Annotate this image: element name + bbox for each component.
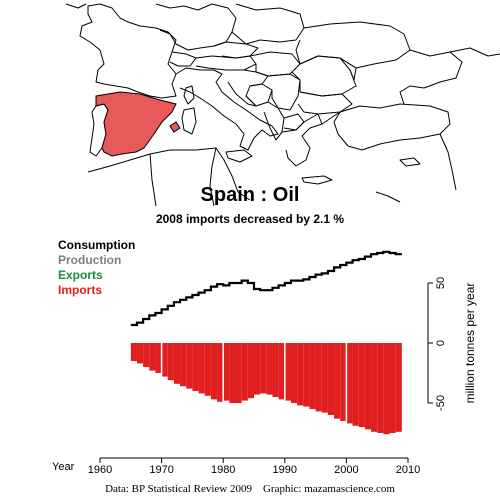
x-tick-label-1970: 1970 [149, 464, 173, 476]
imports-bar-1973 [180, 343, 187, 387]
imports-bar-1978 [210, 343, 218, 400]
legend: Consumption Production Exports Imports [58, 238, 135, 297]
x-tick-label-2000: 2000 [334, 464, 358, 476]
imports-bar-1993 [303, 343, 310, 407]
chart-subtitle: 2008 imports decreased by 2.1 % [156, 212, 344, 226]
map-country-greece [275, 113, 323, 167]
imports-bar-1989 [278, 343, 285, 400]
europe-map [65, 3, 500, 207]
x-tick-label-1990: 1990 [273, 464, 297, 476]
legend-exports: Exports [58, 268, 103, 282]
imports-bar-1983 [241, 343, 248, 401]
imports-bar-2007 [389, 343, 396, 433]
imports-bar-2005 [377, 343, 384, 433]
x-axis-label: Year [52, 461, 75, 473]
y-axis-label: million tonnes per year [463, 283, 477, 404]
imports-bar-2002 [358, 343, 365, 427]
y-tick-label-50: 50 [435, 277, 447, 289]
y-tick-label-0: 0 [435, 340, 447, 346]
imports-bar-1984 [247, 343, 254, 399]
imports-bar-1970 [161, 343, 168, 377]
imports-bar-1971 [167, 343, 174, 381]
x-tick-label-2010: 2010 [396, 464, 420, 476]
imports-bar-1988 [272, 343, 279, 397]
consumption-line [130, 250, 402, 327]
map-coast-cyprus [399, 157, 421, 167]
chart-title: Spain : Oil [201, 184, 300, 206]
imports-bar-1986 [260, 343, 267, 394]
imports-bar-1999 [340, 343, 347, 421]
credit-line: Data: BP Statistical Review 2009 Graphic… [105, 483, 395, 495]
map-country-bosnia [245, 83, 273, 107]
legend-imports: Imports [58, 283, 102, 297]
imports-bar-1974 [186, 343, 193, 389]
imports-bar-1976 [198, 343, 205, 394]
imports-bar-1977 [204, 343, 211, 396]
map-country-moldova [339, 57, 357, 81]
map-turkey-europe [321, 111, 341, 125]
map-country-serbia [267, 73, 301, 111]
imports-bar-1981 [229, 343, 236, 403]
map-country-france [79, 3, 177, 99]
imports-bar-1998 [334, 343, 341, 419]
imports-bar-2001 [352, 343, 359, 426]
imports-bar-1979 [217, 343, 224, 402]
map-country-macedonia [283, 113, 305, 131]
imports-bar-1996 [321, 343, 328, 413]
imports-bar-1965 [130, 343, 137, 361]
map-country-austria [195, 55, 257, 71]
map-country-spain [95, 91, 177, 157]
imports-bar-1997 [327, 343, 335, 415]
map-africa-border-1 [149, 153, 157, 207]
imports-bar-1990 [284, 343, 291, 401]
imports-bar-1992 [297, 343, 304, 406]
map-country-poland [231, 3, 305, 45]
map-coast-middleeast [439, 133, 457, 191]
legend-consumption: Consumption [58, 238, 135, 252]
imports-bar-1966 [136, 343, 144, 364]
imports-bar-1987 [266, 343, 273, 395]
imports-bar-1980 [223, 343, 230, 401]
map-africa-border-2 [209, 147, 217, 207]
map-coast-north [65, 3, 87, 9]
map-country-ukraine [295, 21, 411, 69]
y-tick-label--50: -50 [435, 395, 447, 411]
imports-bar-2008 [395, 343, 402, 432]
axes: 1960 1970 1980 1990 2000 2010 50 0 -50 [88, 277, 447, 476]
map-coast-north-africa [87, 147, 251, 201]
imports-bar-2006 [383, 343, 390, 435]
imports-bar-1969 [155, 343, 162, 373]
imports-bar-1982 [235, 343, 242, 403]
imports-bar-1968 [149, 343, 156, 371]
imports-bar-1985 [254, 343, 261, 395]
imports-bar-1991 [290, 343, 298, 403]
imports-bar-2003 [364, 343, 372, 430]
imports-bar-1995 [315, 343, 322, 412]
imports-bar-2004 [371, 343, 378, 432]
x-tick-label-1980: 1980 [211, 464, 235, 476]
imports-bar-2000 [346, 343, 353, 424]
map-country-bulgaria [297, 91, 353, 115]
imports-bar-1967 [143, 343, 150, 367]
map-coast-caucasus [449, 47, 500, 57]
map-island-balearic [169, 121, 181, 133]
map-coast-east [399, 49, 463, 105]
plot-area [130, 250, 402, 439]
imports-bar-1975 [192, 343, 199, 391]
map-country-switzerland [169, 51, 197, 67]
imports-bar-1972 [173, 343, 181, 384]
map-island-crete [301, 175, 333, 185]
map-island-sardinia [181, 107, 197, 135]
map-country-turkey [333, 103, 451, 151]
map-africa-border-3 [375, 191, 401, 203]
imports-bar-1994 [309, 343, 316, 409]
x-tick-label-1960: 1960 [88, 464, 112, 476]
map-island-corsica [183, 85, 195, 105]
map-island-sicily [225, 149, 253, 163]
legend-production: Production [58, 253, 121, 267]
